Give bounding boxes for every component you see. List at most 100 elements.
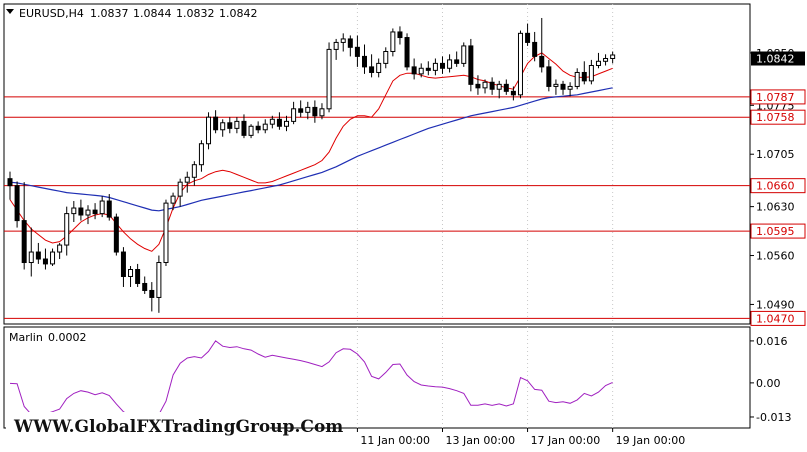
- bull-candle-body: [57, 244, 63, 253]
- horizontal-levels: [4, 96, 750, 319]
- bear-candle-body: [149, 289, 155, 298]
- bull-candle-body: [206, 116, 212, 145]
- candle: [156, 255, 162, 313]
- candle: [539, 17, 545, 73]
- current-price-box: [751, 51, 805, 66]
- bull-candle-body: [71, 207, 77, 215]
- candle: [461, 42, 467, 67]
- price-tick-label: 1.0705: [756, 148, 795, 161]
- candle: [142, 276, 148, 294]
- bull-candle-body: [128, 269, 134, 277]
- candle: [255, 121, 261, 134]
- price-tick-label: 1.0490: [756, 298, 795, 311]
- symbol-timeframe: EURUSD,H4: [19, 7, 84, 20]
- bull-candle-body: [432, 62, 438, 71]
- candle: [525, 23, 531, 46]
- bear-candle-body: [7, 178, 13, 187]
- bear-candle-body: [546, 66, 552, 87]
- bear-candle-body: [532, 41, 538, 57]
- bull-candle-body: [461, 45, 467, 64]
- indicator-panel-frame: [3, 326, 751, 429]
- candle: [284, 115, 290, 132]
- bear-candle-body: [454, 59, 460, 64]
- bear-candle-body: [503, 83, 509, 92]
- chart-header: EURUSD,H4 1.0837 1.0844 1.0832 1.0842: [6, 7, 258, 20]
- marlin-line: [9, 340, 613, 421]
- level-tag-label: 1.0595: [756, 225, 795, 238]
- candle: [503, 79, 509, 95]
- bear-candle-body: [362, 55, 367, 68]
- candle: [397, 26, 403, 45]
- candle: [411, 58, 417, 80]
- candle: [567, 82, 573, 97]
- candle: [326, 42, 332, 113]
- bull-candle-body: [418, 67, 424, 75]
- bull-candle-body: [198, 143, 204, 166]
- candle: [206, 112, 212, 150]
- level-tag: [750, 178, 806, 194]
- indicator-tick-label: 0.016: [756, 335, 788, 348]
- bull-candle-body: [28, 251, 34, 264]
- level-tags: 1.0787 1.0758 1.0660 1.0595 1.0470: [750, 89, 806, 326]
- bear-candle-body: [475, 83, 481, 89]
- bear-candle-body: [468, 45, 474, 85]
- candle: [418, 63, 424, 78]
- candle: [390, 28, 396, 57]
- bear-candle-body: [411, 66, 417, 75]
- candle: [319, 103, 325, 120]
- low-value: 1.0832: [176, 7, 215, 20]
- bull-candle-body: [305, 106, 311, 113]
- candle: [227, 117, 233, 134]
- bear-candle-body: [425, 67, 431, 71]
- price-panel-frame: [3, 3, 751, 325]
- candle: [489, 77, 495, 95]
- bull-candle-body: [248, 125, 254, 136]
- indicator-tick-label: 0.00: [756, 377, 781, 390]
- bull-candle-body: [191, 164, 197, 178]
- candle: [603, 54, 609, 66]
- candle: [369, 54, 375, 78]
- candle: [14, 181, 20, 228]
- bear-candle-body: [298, 108, 304, 113]
- indicator-axis: 0.016 0.00 -0.013: [750, 335, 791, 424]
- candle: [248, 124, 254, 139]
- bull-candle-body: [234, 120, 240, 129]
- bull-candle-body: [170, 195, 176, 204]
- bull-candle-body: [588, 64, 594, 82]
- candle: [135, 263, 141, 287]
- candle: [262, 119, 268, 134]
- bear-candle-body: [241, 120, 247, 136]
- open-value: 1.0837: [90, 7, 129, 20]
- time-tick-label: 13 Jan 00:00: [445, 434, 515, 447]
- candle: [298, 100, 304, 118]
- time-axis: 11 Jan 00:00 13 Jan 00:00 17 Jan 00:00 19 J…: [356, 428, 685, 447]
- candle: [71, 201, 77, 222]
- bull-candle-body: [326, 48, 332, 110]
- candle: [560, 80, 566, 95]
- bear-candle-body: [510, 90, 516, 96]
- candle: [404, 33, 410, 71]
- bear-candle-body: [35, 251, 41, 260]
- chevron-down-icon[interactable]: [6, 9, 14, 14]
- indicator-panel[interactable]: 0.016 0.00 -0.013 Marlin 0.0002: [3, 326, 791, 429]
- bull-candle-body: [595, 60, 601, 66]
- candle: [170, 192, 176, 211]
- bear-candle-body: [255, 125, 261, 131]
- current-price-label: 1.0842: [756, 52, 795, 65]
- bear-candle-body: [439, 62, 445, 69]
- indicator-line: [9, 340, 613, 421]
- candle: [340, 33, 346, 52]
- bull-candle-body: [574, 71, 580, 87]
- bear-candle-body: [135, 269, 141, 284]
- level-tag-label: 1.0660: [756, 180, 795, 193]
- candle: [510, 86, 516, 101]
- bear-candle-body: [120, 251, 126, 277]
- bull-candle-body: [603, 57, 609, 62]
- candle: [475, 75, 481, 95]
- candle: [198, 140, 204, 172]
- high-value: 1.0844: [133, 7, 172, 20]
- bull-candle-body: [163, 202, 169, 264]
- candle: [21, 182, 27, 270]
